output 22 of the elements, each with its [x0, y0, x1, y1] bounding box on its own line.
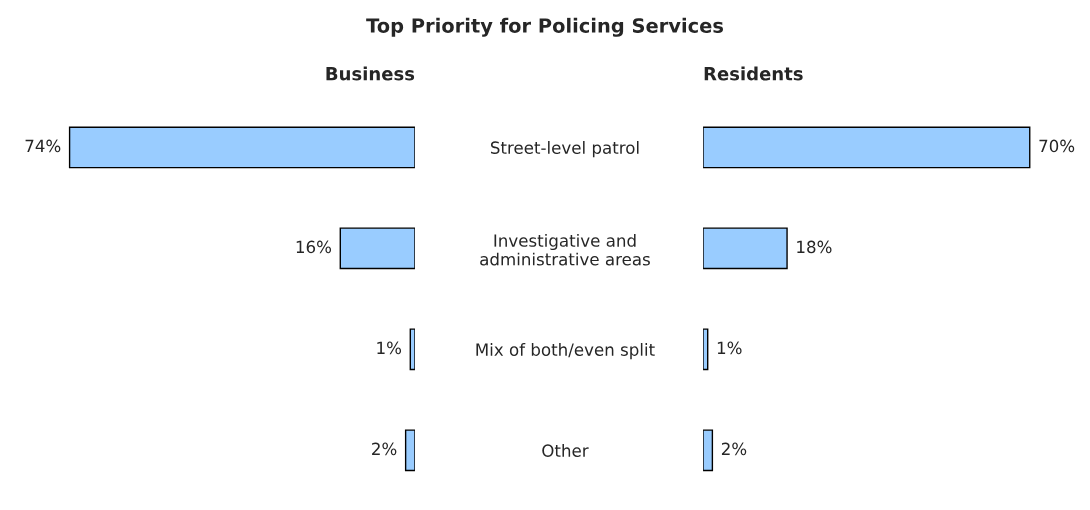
text: Top Priority for Policing Services	[366, 17, 723, 37]
chart-subtitle: Business	[326, 66, 415, 81]
bar	[703, 429, 714, 472]
y-tick-label: Street-level patrol	[490, 141, 639, 158]
y-tick-label: Mix of both/even split	[476, 343, 655, 360]
data-label: 70%	[1039, 139, 1075, 153]
bar	[68, 126, 415, 169]
bar	[703, 126, 1031, 169]
bar	[703, 227, 788, 270]
chart-subtitle: Residents	[704, 66, 803, 81]
data-label: 18%	[797, 240, 832, 254]
bar	[409, 328, 415, 371]
y-tick-label: Investigative and administrative areas	[480, 233, 650, 266]
data-label: 1%	[717, 341, 742, 355]
data-label: 16%	[296, 240, 332, 254]
data-label: 74%	[25, 139, 61, 153]
data-label: 2%	[721, 442, 747, 456]
data-label: 2%	[372, 442, 397, 456]
y-tick-label: Other	[542, 444, 589, 457]
data-label: 1%	[377, 341, 402, 355]
bar	[404, 429, 415, 472]
bar	[339, 227, 415, 270]
